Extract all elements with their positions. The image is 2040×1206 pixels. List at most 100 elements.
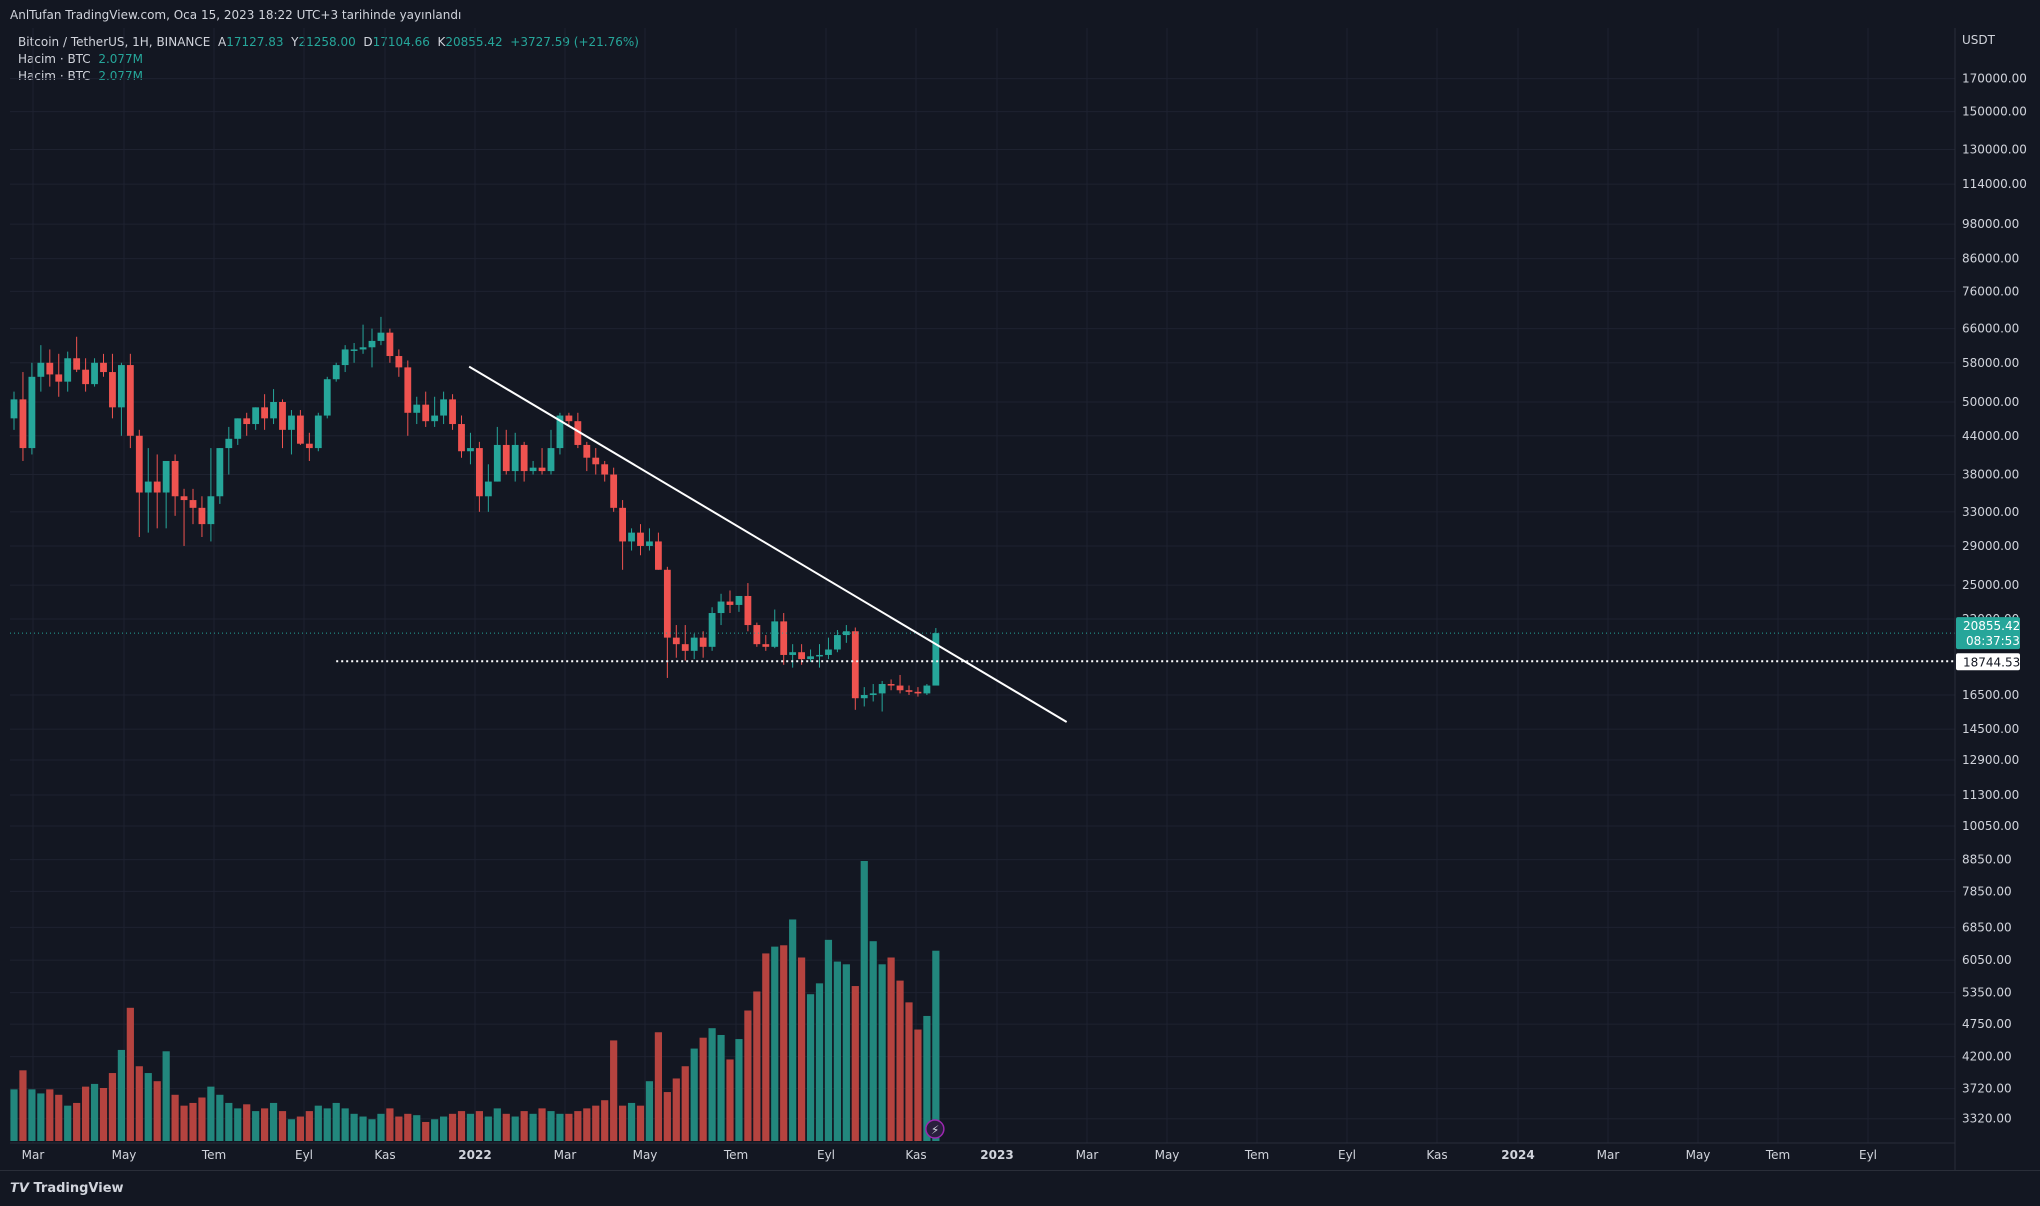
volume-bar — [64, 1105, 72, 1141]
candle-body — [771, 621, 779, 647]
candle-body — [73, 358, 81, 370]
candle-body — [807, 656, 814, 660]
volume-bar — [672, 1078, 680, 1141]
close-value: 20855.42 — [445, 35, 503, 49]
price-tick-label: 50000.00 — [1962, 395, 2019, 409]
price-tick-label: 11300.00 — [1962, 788, 2019, 802]
volume-bar — [493, 1108, 501, 1141]
volume-legend-1[interactable]: Hacim · BTC 2.077M — [18, 51, 639, 68]
candle-body — [851, 631, 859, 699]
volume-bar — [189, 1102, 197, 1141]
brand-name: TradingView — [33, 1181, 124, 1196]
volume-bar — [932, 950, 940, 1141]
volume-bar — [28, 1089, 36, 1141]
footer: 𝙏𝙑 TradingView — [0, 1170, 2040, 1206]
volume-label: Hacim · BTC — [18, 52, 91, 66]
time-tick-label: Tem — [1765, 1148, 1790, 1162]
open-label: A — [217, 35, 227, 49]
candle-body — [735, 595, 743, 605]
volume-bar — [341, 1108, 349, 1141]
price-tick-label: 10050.00 — [1962, 819, 2019, 833]
candle-body — [905, 690, 913, 692]
candle-body — [314, 415, 322, 449]
volume-bar — [225, 1102, 233, 1141]
volume-bar — [636, 1105, 645, 1141]
candle-body — [628, 532, 635, 542]
candle-body — [726, 601, 734, 605]
volume-bar — [914, 1029, 922, 1141]
price-tick-label: 4750.00 — [1962, 1017, 2012, 1031]
open-value: 17127.83 — [226, 35, 284, 49]
volume-bar — [135, 1066, 143, 1141]
candle-body — [323, 379, 331, 416]
price-tick-label: 5350.00 — [1962, 986, 2012, 1000]
currency-label: USDT — [1962, 33, 1996, 47]
volume-bar — [19, 1070, 27, 1141]
time-tick-label: May — [1686, 1148, 1711, 1162]
time-tick-label: Mar — [1597, 1148, 1620, 1162]
volume-bar — [815, 983, 824, 1141]
time-tick-label: Eyl — [1338, 1148, 1356, 1162]
candle-body — [297, 415, 304, 444]
candle-body — [484, 481, 492, 497]
volume-bar — [10, 1089, 18, 1141]
volume-bar — [717, 1034, 725, 1141]
volume-bar — [923, 1015, 931, 1141]
price-tick-label: 14500.00 — [1962, 722, 2019, 736]
candlesticks — [10, 316, 940, 712]
candle-body — [896, 685, 904, 691]
candle-body — [144, 481, 152, 493]
volume-bar — [663, 1092, 671, 1141]
candle-body — [493, 444, 501, 482]
volume-bar — [601, 1100, 609, 1141]
candle-body — [869, 693, 877, 695]
volume-bar — [744, 1010, 752, 1141]
symbol-row[interactable]: Bitcoin / TetherUS, 1H, BINANCE A17127.8… — [18, 34, 639, 51]
volume-bar — [180, 1105, 188, 1141]
candle-body — [502, 444, 510, 472]
candle-body — [225, 438, 233, 449]
candle-body — [189, 500, 197, 508]
tradingview-logo[interactable]: 𝙏𝙑 TradingView — [10, 1181, 124, 1196]
candle-body — [386, 332, 394, 357]
time-tick-label: Tem — [723, 1148, 748, 1162]
volume-bar — [583, 1108, 591, 1141]
candle-body — [744, 595, 752, 626]
volume-bar — [323, 1108, 331, 1141]
high-value: 21258.00 — [298, 35, 356, 49]
volume-bar — [842, 964, 850, 1141]
trend-line — [468, 365, 1068, 723]
candle-body — [753, 625, 761, 645]
volume-bar — [55, 1094, 63, 1141]
last-price-badge — [1956, 617, 2020, 650]
price-tick-label: 170000.00 — [1962, 72, 2027, 86]
candle-body — [717, 601, 725, 614]
price-tick-label: 66000.00 — [1962, 322, 2019, 336]
volume-bar — [735, 1039, 743, 1141]
candle-body — [332, 365, 340, 380]
volume-bar — [798, 957, 806, 1141]
volume-bar — [610, 1040, 618, 1141]
symbol-name[interactable]: Bitcoin / TetherUS, 1H, BINANCE — [18, 35, 211, 49]
volume-bar — [90, 1083, 99, 1141]
drawings — [10, 365, 1955, 723]
volume-bar — [619, 1105, 627, 1141]
volume-legend-2[interactable]: Hacim · BTC 2.077M — [18, 68, 639, 85]
candle-body — [109, 372, 116, 408]
volume-bars — [10, 861, 940, 1141]
close-label: K — [437, 35, 446, 49]
candle-body — [37, 362, 45, 377]
candle-body — [171, 460, 179, 497]
top-bar: AnlTufan TradingView.com, Oca 15, 2023 1… — [0, 0, 2040, 28]
candle-body — [162, 460, 170, 493]
volume-bar — [475, 1111, 483, 1141]
candle-body — [529, 467, 537, 472]
price-chart[interactable]: 170000.00 150000.00 130000.00 114000.00 9800… — [0, 0, 2040, 1170]
volume-bar — [860, 861, 868, 1141]
candle-body — [878, 684, 886, 694]
time-tick-label: Kas — [1426, 1148, 1447, 1162]
volume-bar — [46, 1089, 54, 1141]
volume-bar — [824, 939, 833, 1141]
candle-body — [234, 418, 242, 439]
candle-body — [46, 362, 54, 375]
